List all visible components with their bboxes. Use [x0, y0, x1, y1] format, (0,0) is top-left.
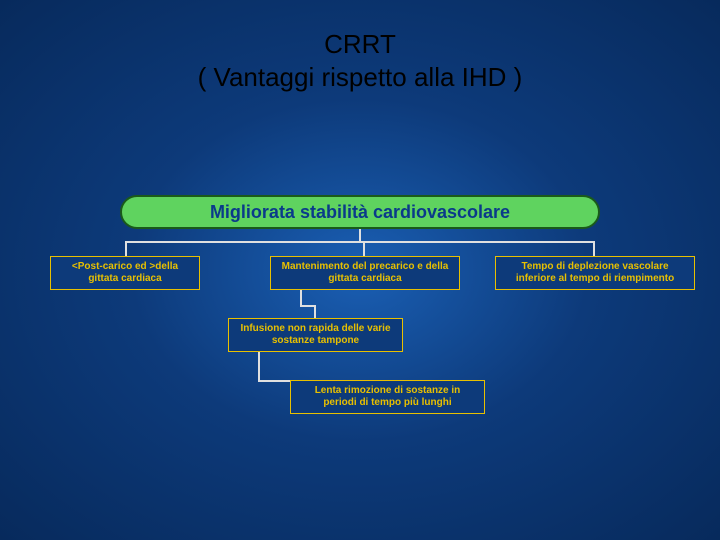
- connector: [258, 380, 290, 382]
- node-tempo-deplezione: Tempo di deplezione vascolare inferiore …: [495, 256, 695, 290]
- connector: [363, 241, 365, 256]
- connector: [359, 229, 361, 241]
- node-lenta-rimozione: Lenta rimozione di sostanze in periodi d…: [290, 380, 485, 414]
- node-precarico: Mantenimento del precarico e della gitta…: [270, 256, 460, 290]
- connector: [125, 241, 595, 243]
- connector: [314, 305, 316, 318]
- connector: [125, 241, 127, 256]
- connector: [593, 241, 595, 256]
- root-node: Migliorata stabilità cardiovascolare: [120, 195, 600, 229]
- node-infusione: Infusione non rapida delle varie sostanz…: [228, 318, 403, 352]
- connector: [300, 290, 302, 305]
- title-line2: ( Vantaggi rispetto alla IHD ): [198, 62, 523, 92]
- slide-title: CRRT ( Vantaggi rispetto alla IHD ): [0, 0, 720, 93]
- node-postcarico: <Post-carico ed >della gittata cardiaca: [50, 256, 200, 290]
- title-line1: CRRT: [324, 29, 396, 59]
- connector: [258, 352, 260, 382]
